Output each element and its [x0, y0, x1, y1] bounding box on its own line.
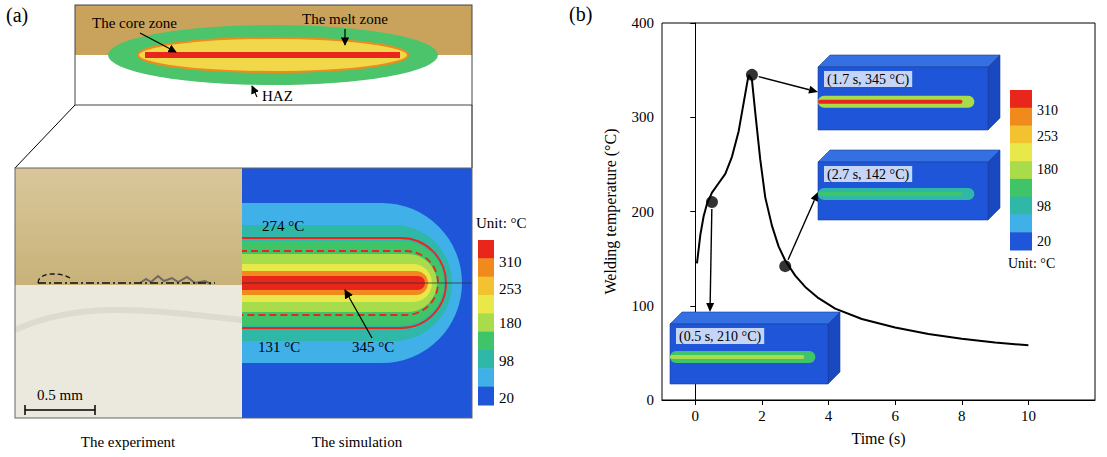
svg-text:The melt zone: The melt zone [302, 11, 388, 27]
svg-text:20: 20 [1037, 234, 1051, 249]
svg-text:10: 10 [1021, 408, 1036, 424]
svg-text:98: 98 [499, 353, 514, 369]
svg-text:274 °C: 274 °C [262, 218, 304, 234]
svg-text:345 °C: 345 °C [352, 339, 394, 355]
svg-text:0.5 mm: 0.5 mm [37, 387, 83, 403]
svg-text:Time (s): Time (s) [851, 430, 905, 448]
svg-text:310: 310 [499, 254, 522, 270]
svg-text:(0.5 s, 210 °C): (0.5 s, 210 °C) [679, 329, 762, 345]
svg-text:98: 98 [1037, 199, 1051, 214]
svg-text:(2.7 s, 142 °C): (2.7 s, 142 °C) [827, 167, 910, 183]
svg-text:253: 253 [1037, 129, 1058, 144]
svg-text:4: 4 [825, 408, 833, 424]
svg-text:Welding temperature (°C): Welding temperature (°C) [602, 129, 620, 295]
svg-text:300: 300 [632, 109, 655, 125]
svg-text:253: 253 [499, 281, 522, 297]
svg-text:180: 180 [499, 315, 522, 331]
svg-text:0: 0 [692, 408, 700, 424]
svg-text:0: 0 [647, 392, 655, 408]
svg-text:The core zone: The core zone [92, 15, 177, 31]
svg-text:(a): (a) [6, 4, 28, 27]
svg-text:6: 6 [891, 408, 899, 424]
svg-text:8: 8 [958, 408, 966, 424]
svg-text:HAZ: HAZ [262, 88, 293, 104]
svg-text:200: 200 [632, 204, 655, 220]
svg-text:(1.7 s, 345 °C): (1.7 s, 345 °C) [827, 72, 910, 88]
svg-text:20: 20 [499, 390, 514, 406]
svg-text:310: 310 [1037, 103, 1058, 118]
svg-text:100: 100 [632, 298, 655, 314]
svg-text:The simulation: The simulation [312, 434, 403, 450]
svg-text:400: 400 [632, 15, 655, 31]
svg-text:2: 2 [758, 408, 766, 424]
svg-text:Unit: °C: Unit: °C [1008, 256, 1055, 271]
svg-text:180: 180 [1037, 162, 1058, 177]
svg-text:131 °C: 131 °C [258, 339, 300, 355]
svg-text:Unit: °C: Unit: °C [476, 215, 527, 231]
svg-text:(b): (b) [569, 3, 592, 26]
svg-text:The experiment: The experiment [81, 434, 176, 450]
